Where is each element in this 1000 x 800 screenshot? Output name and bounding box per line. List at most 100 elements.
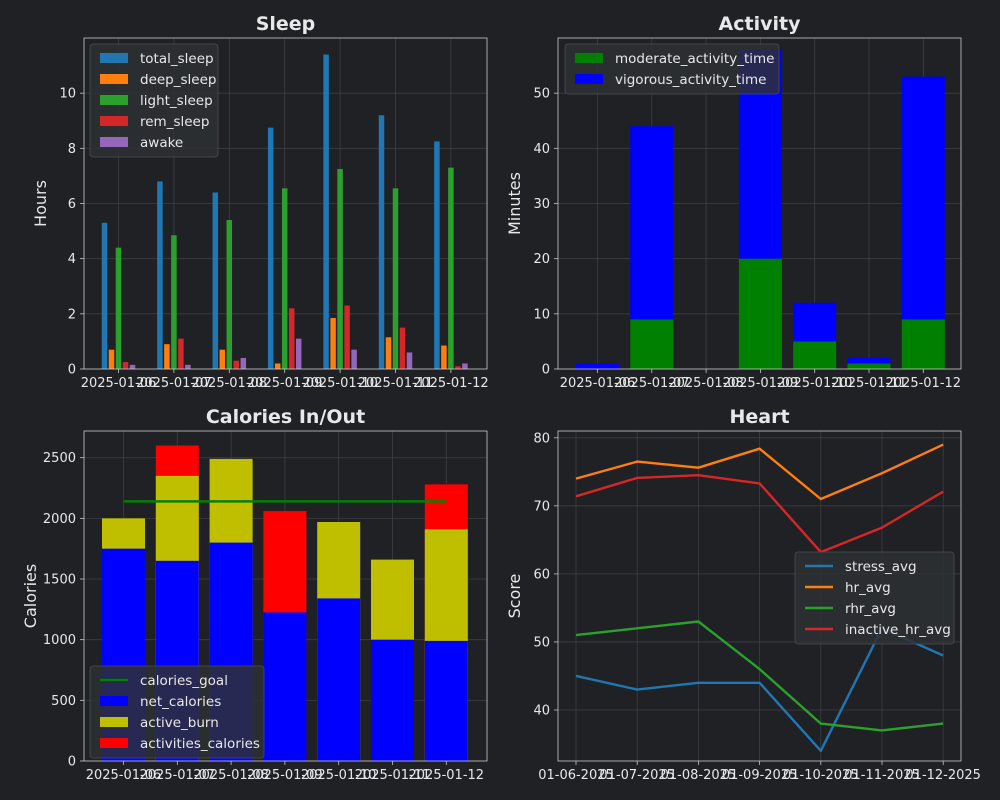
- chart-sleep: 02468102025-01-062025-01-072025-01-08202…: [31, 13, 489, 391]
- bar-light_sleep: [281, 188, 288, 369]
- bar-deep_sleep: [219, 349, 226, 369]
- bar-rem_sleep: [344, 305, 350, 369]
- bar-deep_sleep: [385, 337, 392, 369]
- x-tick-label: 2025-01-12: [409, 768, 485, 783]
- bar-rem_sleep: [455, 366, 461, 369]
- legend-box: [89, 665, 265, 759]
- y-tick-label: 10: [533, 307, 550, 322]
- legend-label: rem_sleep: [140, 114, 209, 130]
- bar-net_calories: [263, 612, 307, 761]
- bar-deep_sleep: [164, 344, 170, 369]
- y-tick-label: 2500: [43, 451, 76, 466]
- bar-rem_sleep: [399, 327, 406, 369]
- x-tick-label: 2025-01-08: [192, 376, 268, 391]
- line-rhr_avg: [575, 620, 944, 732]
- y-tick-label: 20: [533, 252, 550, 267]
- x-tick-label: 2025-01-06: [81, 376, 157, 391]
- legend-label: deep_sleep: [140, 72, 216, 88]
- bar-total_sleep: [434, 141, 440, 369]
- x-tick-label: 2025-01-09: [247, 768, 323, 783]
- x-tick-label: 2025-01-08: [193, 768, 269, 783]
- bar-deep_sleep: [441, 345, 447, 369]
- line-hr_avg: [575, 443, 944, 501]
- y-tick-label: 10: [59, 87, 76, 102]
- legend-swatch: [100, 717, 128, 727]
- x-tick-label: 2025-01-11: [831, 376, 907, 391]
- chart-activity: 010203040502025-01-062025-01-072025-01-0…: [505, 13, 962, 391]
- bar-rem_sleep: [288, 308, 295, 369]
- y-tick-label: 0: [542, 363, 550, 378]
- y-tick-label: 500: [51, 694, 76, 709]
- y-tick-label: 40: [533, 142, 550, 157]
- x-tick-label: 2025-01-10: [302, 376, 378, 391]
- bar-awake: [240, 357, 247, 369]
- activity-title: Activity: [719, 13, 802, 35]
- legend-swatch: [100, 116, 128, 126]
- bar-light_sleep: [115, 247, 122, 369]
- bar-awake: [129, 364, 136, 369]
- y-tick-label: 0: [68, 755, 76, 770]
- x-tick-label: 2025-01-07: [614, 376, 690, 391]
- y-tick-label: 0: [68, 363, 76, 378]
- y-tick-label: 80: [533, 431, 550, 446]
- y-tick-label: 40: [533, 703, 550, 718]
- legend-label: vigorous_activity_time: [615, 72, 766, 88]
- bar-light_sleep: [337, 169, 343, 369]
- x-tick-label: 01-10-2025: [783, 768, 859, 783]
- legend-box: [794, 551, 955, 645]
- bar-moderate_activity_time: [901, 319, 945, 369]
- legend-label: active_burn: [140, 715, 219, 731]
- legend-swatch: [100, 137, 128, 147]
- legend-label: total_sleep: [140, 51, 214, 67]
- chart-heart: 40 50 60 70 80 01-06-202501-07-202501-08-2025…: [505, 406, 981, 783]
- bar-total_sleep: [267, 127, 274, 369]
- legend-swatch: [100, 696, 128, 706]
- y-tick-label: 30: [533, 197, 550, 212]
- x-tick-label: 01-11-2025: [844, 768, 920, 783]
- bar-awake: [462, 363, 468, 369]
- y-tick-label: 2: [68, 307, 76, 322]
- bar-light_sleep: [171, 235, 177, 369]
- bar-light_sleep: [226, 220, 233, 369]
- bar-moderate_activity_time: [738, 258, 782, 369]
- bar-deep_sleep: [108, 349, 115, 369]
- legend-swatch: [575, 53, 603, 63]
- bar-net_calories: [424, 640, 468, 761]
- y-tick-label: 2000: [43, 512, 76, 527]
- calories-ylabel: Calories: [21, 564, 40, 628]
- legend-swatch: [100, 53, 128, 63]
- bar-awake: [351, 349, 357, 369]
- activity-ylabel: Minutes: [505, 172, 524, 235]
- bar-total_sleep: [101, 222, 108, 369]
- legend-label: light_sleep: [140, 93, 213, 109]
- heart-ylabel: Score: [505, 574, 524, 619]
- x-tick-label: 2025-01-11: [355, 768, 431, 783]
- bar-light_sleep: [448, 167, 454, 369]
- legend-swatch: [100, 95, 128, 105]
- y-tick-label: 1500: [43, 573, 76, 588]
- legend-label: stress_avg: [845, 559, 917, 575]
- bar-awake: [185, 364, 191, 369]
- x-tick-label: 2025-01-08: [668, 376, 744, 391]
- x-tick-label: 2025-01-12: [886, 376, 962, 391]
- y-tick-label: 1000: [43, 633, 76, 648]
- legend-label: activities_calories: [140, 736, 260, 752]
- x-tick-label: 2025-01-09: [723, 376, 799, 391]
- legend-label: hr_avg: [845, 580, 891, 596]
- y-tick-label: 70: [533, 499, 550, 514]
- x-tick-label: 01-07-2025: [599, 768, 675, 783]
- bar-total_sleep: [378, 115, 385, 369]
- legend-swatch: [100, 74, 128, 84]
- y-tick-label: 50: [533, 87, 550, 102]
- x-tick-label: 2025-01-10: [301, 768, 377, 783]
- bar-rem_sleep: [122, 362, 129, 369]
- bar-rem_sleep: [178, 338, 184, 369]
- x-tick-label: 2025-01-06: [86, 768, 162, 783]
- bar-deep_sleep: [330, 317, 336, 369]
- legend-box: [564, 43, 780, 95]
- bar-awake: [406, 352, 413, 369]
- bar-moderate_activity_time: [793, 341, 837, 369]
- plot-frame: [83, 430, 488, 762]
- y-tick-label: 60: [533, 567, 550, 582]
